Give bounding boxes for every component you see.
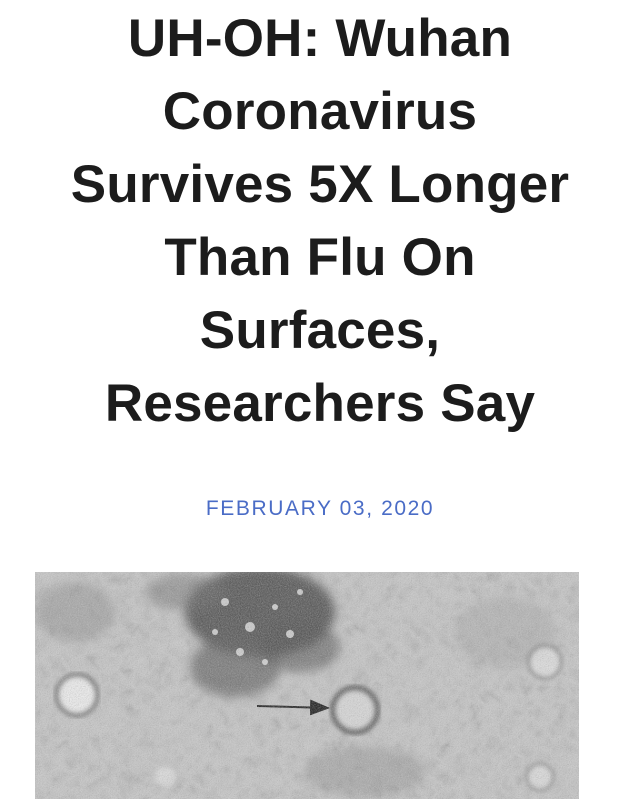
headline-line: Researchers Say (104, 374, 536, 433)
headline-line: Than Flu On (164, 228, 476, 287)
microscope-image-graphic (35, 572, 579, 799)
microscope-image (35, 572, 579, 799)
headline-line: Survives 5X Longer (70, 155, 570, 214)
headline-line: Coronavirus (162, 82, 478, 141)
headline-line: UH-OH: Wuhan (127, 9, 513, 68)
article-headline: UH-OH: Wuhan Coronavirus Survives 5X Lon… (20, 2, 620, 440)
headline-line: Surfaces, (199, 301, 441, 360)
publish-date: FEBRUARY 03, 2020 (205, 497, 435, 520)
